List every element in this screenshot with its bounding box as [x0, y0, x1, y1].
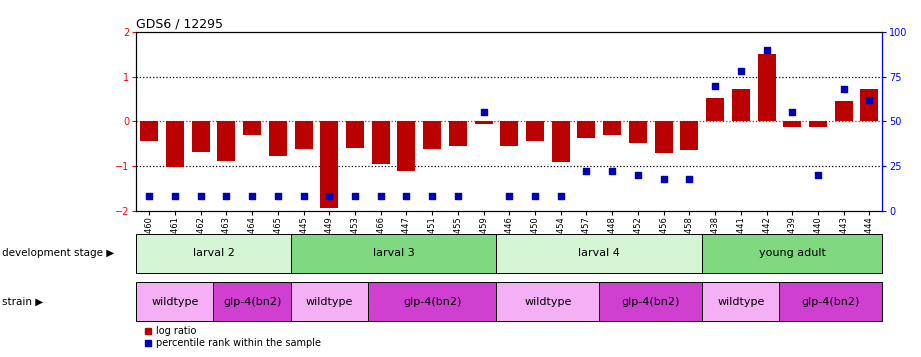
Point: [657, 176, 671, 181]
Bar: [732, 89, 750, 121]
Bar: [140, 121, 158, 141]
Legend: log ratio, percentile rank within the sample: log ratio, percentile rank within the sa…: [141, 322, 324, 352]
Point: [810, 172, 825, 178]
Bar: [166, 121, 184, 167]
Bar: [779, 282, 882, 321]
Bar: [269, 121, 286, 156]
Text: strain ▶: strain ▶: [2, 297, 43, 307]
Text: glp-4(bn2): glp-4(bn2): [403, 297, 461, 307]
Point: [579, 169, 594, 174]
Bar: [291, 282, 367, 321]
Text: wildtype: wildtype: [306, 297, 353, 307]
Bar: [702, 234, 882, 273]
Point: [502, 193, 517, 199]
Point: [399, 193, 414, 199]
Bar: [321, 121, 338, 208]
Point: [836, 86, 851, 92]
Bar: [474, 121, 493, 124]
Bar: [758, 54, 775, 121]
Bar: [291, 234, 496, 273]
Bar: [706, 98, 724, 121]
Text: development stage ▶: development stage ▶: [2, 248, 114, 258]
Bar: [372, 121, 390, 164]
Point: [168, 193, 182, 199]
Bar: [423, 121, 441, 149]
Bar: [217, 121, 236, 161]
Text: larval 3: larval 3: [373, 248, 414, 258]
Point: [219, 193, 234, 199]
Bar: [449, 121, 467, 146]
Bar: [346, 121, 364, 148]
Bar: [860, 89, 879, 121]
Text: larval 2: larval 2: [192, 248, 235, 258]
Text: wildtype: wildtype: [151, 297, 199, 307]
Point: [605, 169, 620, 174]
Bar: [500, 121, 519, 146]
Point: [425, 193, 439, 199]
Bar: [702, 282, 779, 321]
Bar: [577, 121, 596, 139]
Point: [733, 69, 748, 74]
Text: larval 4: larval 4: [578, 248, 620, 258]
Text: glp-4(bn2): glp-4(bn2): [801, 297, 860, 307]
Text: wildtype: wildtype: [524, 297, 572, 307]
Bar: [603, 121, 621, 135]
Bar: [783, 121, 801, 127]
Point: [528, 193, 542, 199]
Bar: [809, 121, 827, 127]
Bar: [214, 282, 291, 321]
Bar: [136, 234, 291, 273]
Point: [271, 193, 286, 199]
Point: [297, 193, 311, 199]
Bar: [243, 121, 261, 135]
Point: [682, 176, 697, 181]
Text: glp-4(bn2): glp-4(bn2): [622, 297, 680, 307]
Point: [759, 47, 774, 53]
Bar: [834, 101, 853, 121]
Point: [862, 97, 877, 103]
Point: [707, 83, 722, 89]
Point: [193, 193, 208, 199]
Bar: [496, 234, 702, 273]
Point: [245, 193, 260, 199]
Text: young adult: young adult: [759, 248, 826, 258]
Point: [631, 172, 646, 178]
Text: GDS6 / 12295: GDS6 / 12295: [136, 18, 223, 31]
Point: [373, 193, 388, 199]
Bar: [629, 121, 647, 143]
Bar: [681, 121, 698, 150]
Bar: [136, 282, 214, 321]
Point: [347, 193, 362, 199]
Point: [142, 193, 157, 199]
Bar: [496, 282, 600, 321]
Bar: [398, 121, 415, 171]
Bar: [295, 121, 312, 149]
Bar: [192, 121, 210, 152]
Text: wildtype: wildtype: [717, 297, 764, 307]
Bar: [367, 282, 496, 321]
Text: glp-4(bn2): glp-4(bn2): [223, 297, 281, 307]
Bar: [552, 121, 570, 161]
Point: [321, 193, 336, 199]
Bar: [600, 282, 702, 321]
Point: [450, 193, 465, 199]
Point: [785, 110, 799, 115]
Point: [554, 193, 568, 199]
Bar: [655, 121, 672, 153]
Point: [476, 110, 491, 115]
Bar: [526, 121, 544, 141]
